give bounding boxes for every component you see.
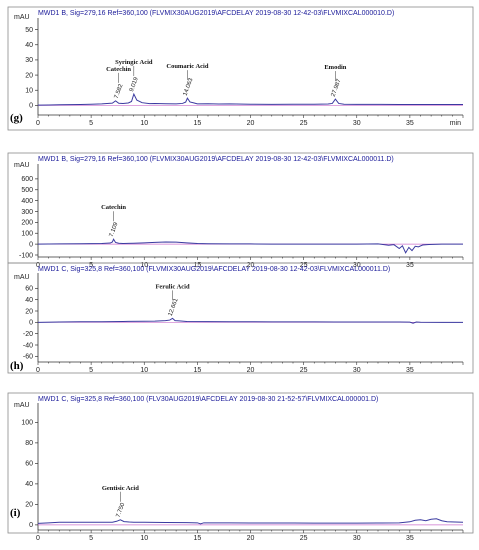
x-tick-label: 10 xyxy=(140,535,148,542)
x-tick-label: 0 xyxy=(36,262,40,269)
y-tick-label: 50 xyxy=(25,27,33,34)
y-tick-label: 0 xyxy=(29,320,33,327)
signal-header: MWD1 B, Sig=279,16 Ref=360,100 (FLVMIX30… xyxy=(38,156,394,163)
x-tick-label: 30 xyxy=(353,262,361,269)
chart-panel-1: MWD1 B, Sig=279,16 Ref=360,100 (FLVMIX30… xyxy=(7,6,474,131)
y-tick-label: 300 xyxy=(21,209,33,216)
chromatogram-trace xyxy=(37,518,464,525)
x-tick-label: 5 xyxy=(89,262,93,269)
peak-compound-label: Syringic Acid xyxy=(115,59,153,66)
x-tick-label: 25 xyxy=(300,262,308,269)
peak-rt-label: 12.661 xyxy=(168,297,180,317)
y-tick-label: 60 xyxy=(25,461,33,468)
signal-header: MWD1 C, Sig=325,8 Ref=360,100 (FLV30AUG2… xyxy=(38,396,378,403)
x-tick-label: 10 xyxy=(140,262,148,269)
y-tick-label: 40 xyxy=(25,42,33,49)
y-unit-label: mAU xyxy=(14,274,30,281)
x-tick-label: 0 xyxy=(36,120,40,127)
y-tick-label: 20 xyxy=(25,502,33,509)
panel-letter: (h) xyxy=(10,360,24,372)
y-tick-label: 600 xyxy=(21,176,33,183)
peak-compound-label: Emodin xyxy=(324,64,346,71)
peak-compound-label: Catechin xyxy=(106,66,131,73)
y-tick-label: 40 xyxy=(25,297,33,304)
panel-frame xyxy=(7,262,474,374)
chart-panel-4: MWD1 C, Sig=325,8 Ref=360,100 (FLV30AUG2… xyxy=(7,392,474,542)
y-unit-label: mAU xyxy=(14,14,30,21)
x-tick-label: 30 xyxy=(353,120,361,127)
peak-rt-label: 27.987 xyxy=(331,78,343,98)
x-tick-label: 5 xyxy=(89,120,93,127)
x-tick-label: 20 xyxy=(247,367,255,374)
chart-panel-3: MWD1 C, Sig=325,8 Ref=360,100 (FLVMIX30A… xyxy=(7,262,474,374)
y-tick-label: -100 xyxy=(19,252,33,259)
peak-compound-label: Gentisic Acid xyxy=(102,485,139,492)
panel-letter: (g) xyxy=(10,112,23,124)
peak-compound-label: Ferulic Acid xyxy=(155,283,190,290)
y-tick-label: 100 xyxy=(21,231,33,238)
y-unit-label: mAU xyxy=(14,162,30,169)
y-tick-label: 500 xyxy=(21,187,33,194)
y-tick-label: -60 xyxy=(23,354,33,361)
y-tick-label: 40 xyxy=(25,481,33,488)
x-tick-label: 20 xyxy=(247,535,255,542)
x-tick-label: 15 xyxy=(193,367,201,374)
x-tick-label: 20 xyxy=(247,120,255,127)
y-tick-label: 100 xyxy=(21,420,33,427)
x-tick-label: 35 xyxy=(406,262,414,269)
signal-header: MWD1 B, Sig=279,16 Ref=360,100 (FLVMIX30… xyxy=(38,10,394,17)
y-tick-label: 20 xyxy=(25,308,33,315)
x-tick-label: 10 xyxy=(140,120,148,127)
signal-header: MWD1 C, Sig=325,8 Ref=360,100 (FLVMIX30A… xyxy=(38,266,390,273)
chromatogram-trace xyxy=(37,317,463,324)
peak-rt-label: 7.582 xyxy=(114,83,125,100)
x-tick-label: 20 xyxy=(247,262,255,269)
peak-rt-label: 7.109 xyxy=(109,221,120,238)
chromatogram-trace xyxy=(37,92,463,106)
peak-compound-label: Coumaric Acid xyxy=(166,63,208,70)
y-tick-label: 0 xyxy=(29,103,33,110)
x-tick-label: 5 xyxy=(89,535,93,542)
y-tick-label: -20 xyxy=(23,331,33,338)
y-tick-label: 30 xyxy=(25,57,33,64)
x-tick-label: 25 xyxy=(300,120,308,127)
x-tick-label: 35 xyxy=(406,120,414,127)
x-tick-label: 0 xyxy=(36,367,40,374)
y-tick-label: 20 xyxy=(25,72,33,79)
x-tick-label: 30 xyxy=(353,367,361,374)
y-tick-label: 60 xyxy=(25,286,33,293)
x-tick-label: 0 xyxy=(36,535,40,542)
y-tick-label: 10 xyxy=(25,88,33,95)
x-tick-label: 5 xyxy=(89,367,93,374)
y-unit-label: mAU xyxy=(14,402,30,409)
x-tick-label: 15 xyxy=(193,120,201,127)
peak-rt-label: 9.019 xyxy=(129,76,140,93)
x-tick-label: 25 xyxy=(300,535,308,542)
y-tick-label: 0 xyxy=(29,241,33,248)
chromatogram-trace xyxy=(37,238,463,254)
x-tick-label: 10 xyxy=(140,367,148,374)
x-tick-label: 35 xyxy=(406,535,414,542)
chart-panel-2: MWD1 B, Sig=279,16 Ref=360,100 (FLVMIX30… xyxy=(7,152,474,269)
peak-compound-label: Catechin xyxy=(101,204,126,211)
x-tick-label: 30 xyxy=(353,535,361,542)
panel-frame xyxy=(7,6,474,131)
y-tick-label: 80 xyxy=(25,440,33,447)
peak-rt-label: 7.750 xyxy=(116,502,127,519)
x-tick-label: 15 xyxy=(193,262,201,269)
y-tick-label: 200 xyxy=(21,220,33,227)
y-tick-label: -40 xyxy=(23,342,33,349)
x-tick-label: 15 xyxy=(193,535,201,542)
x-unit-label: min xyxy=(450,120,461,127)
y-tick-label: 0 xyxy=(29,522,33,529)
panel-letter: (i) xyxy=(10,507,21,519)
peak-rt-label: 14.063 xyxy=(183,77,195,97)
panel-frame xyxy=(7,392,474,534)
x-tick-label: 25 xyxy=(300,367,308,374)
x-tick-label: 35 xyxy=(406,367,414,374)
y-tick-label: 400 xyxy=(21,198,33,205)
